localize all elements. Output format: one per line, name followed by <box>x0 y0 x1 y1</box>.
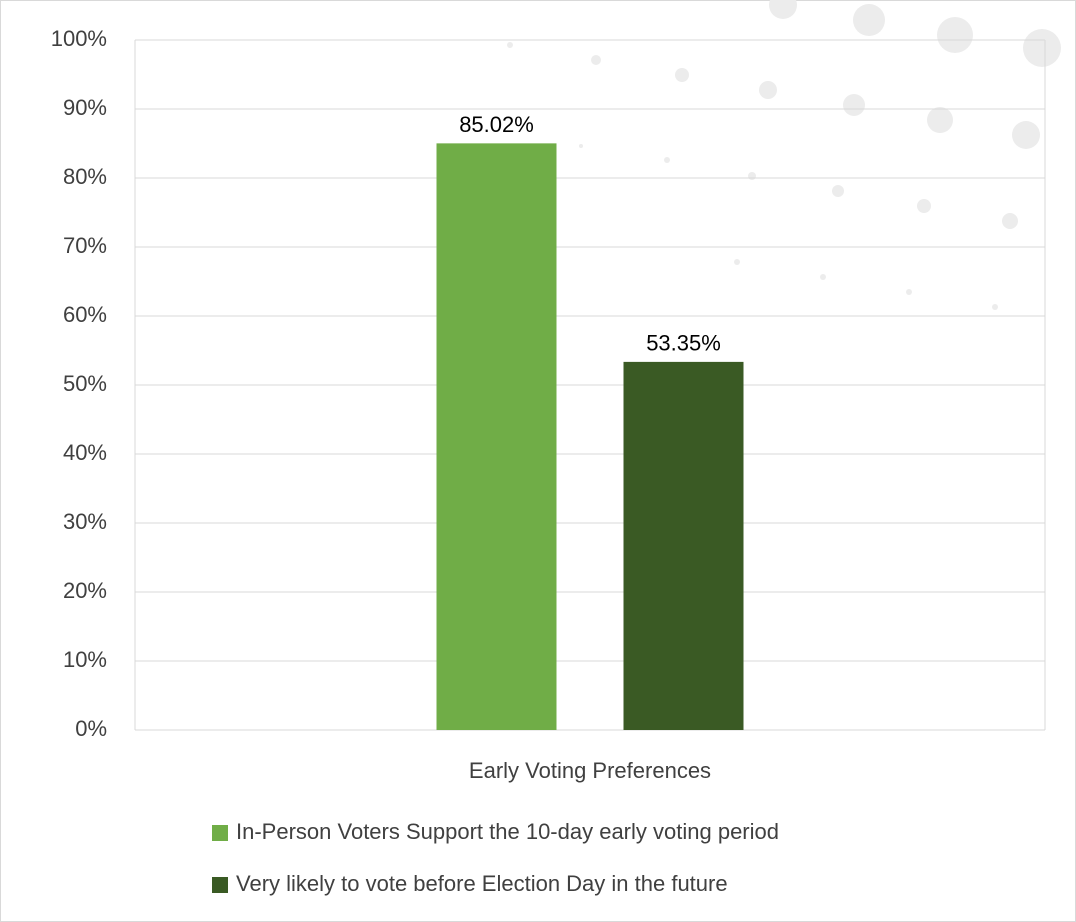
y-tick-label: 80% <box>63 164 107 189</box>
value-label: 85.02% <box>459 112 534 137</box>
y-tick-label: 100% <box>51 26 107 51</box>
decoration <box>507 0 1061 310</box>
y-tick-label: 70% <box>63 233 107 258</box>
y-tick-label: 50% <box>63 371 107 396</box>
y-tick-label: 20% <box>63 578 107 603</box>
y-tick-label: 60% <box>63 302 107 327</box>
legend-label: Very likely to vote before Election Day … <box>236 871 728 896</box>
y-tick-label: 0% <box>75 716 107 741</box>
legend-label: In-Person Voters Support the 10-day earl… <box>236 819 779 844</box>
legend-swatch <box>212 877 228 893</box>
x-tick-label: Early Voting Preferences <box>469 758 711 783</box>
bar <box>436 143 557 730</box>
y-tick-label: 10% <box>63 647 107 672</box>
value-label: 53.35% <box>646 331 721 356</box>
bar <box>623 361 744 730</box>
y-tick-label: 90% <box>63 95 107 120</box>
legend-swatch <box>212 825 228 841</box>
y-tick-label: 40% <box>63 440 107 465</box>
y-tick-label: 30% <box>63 509 107 534</box>
